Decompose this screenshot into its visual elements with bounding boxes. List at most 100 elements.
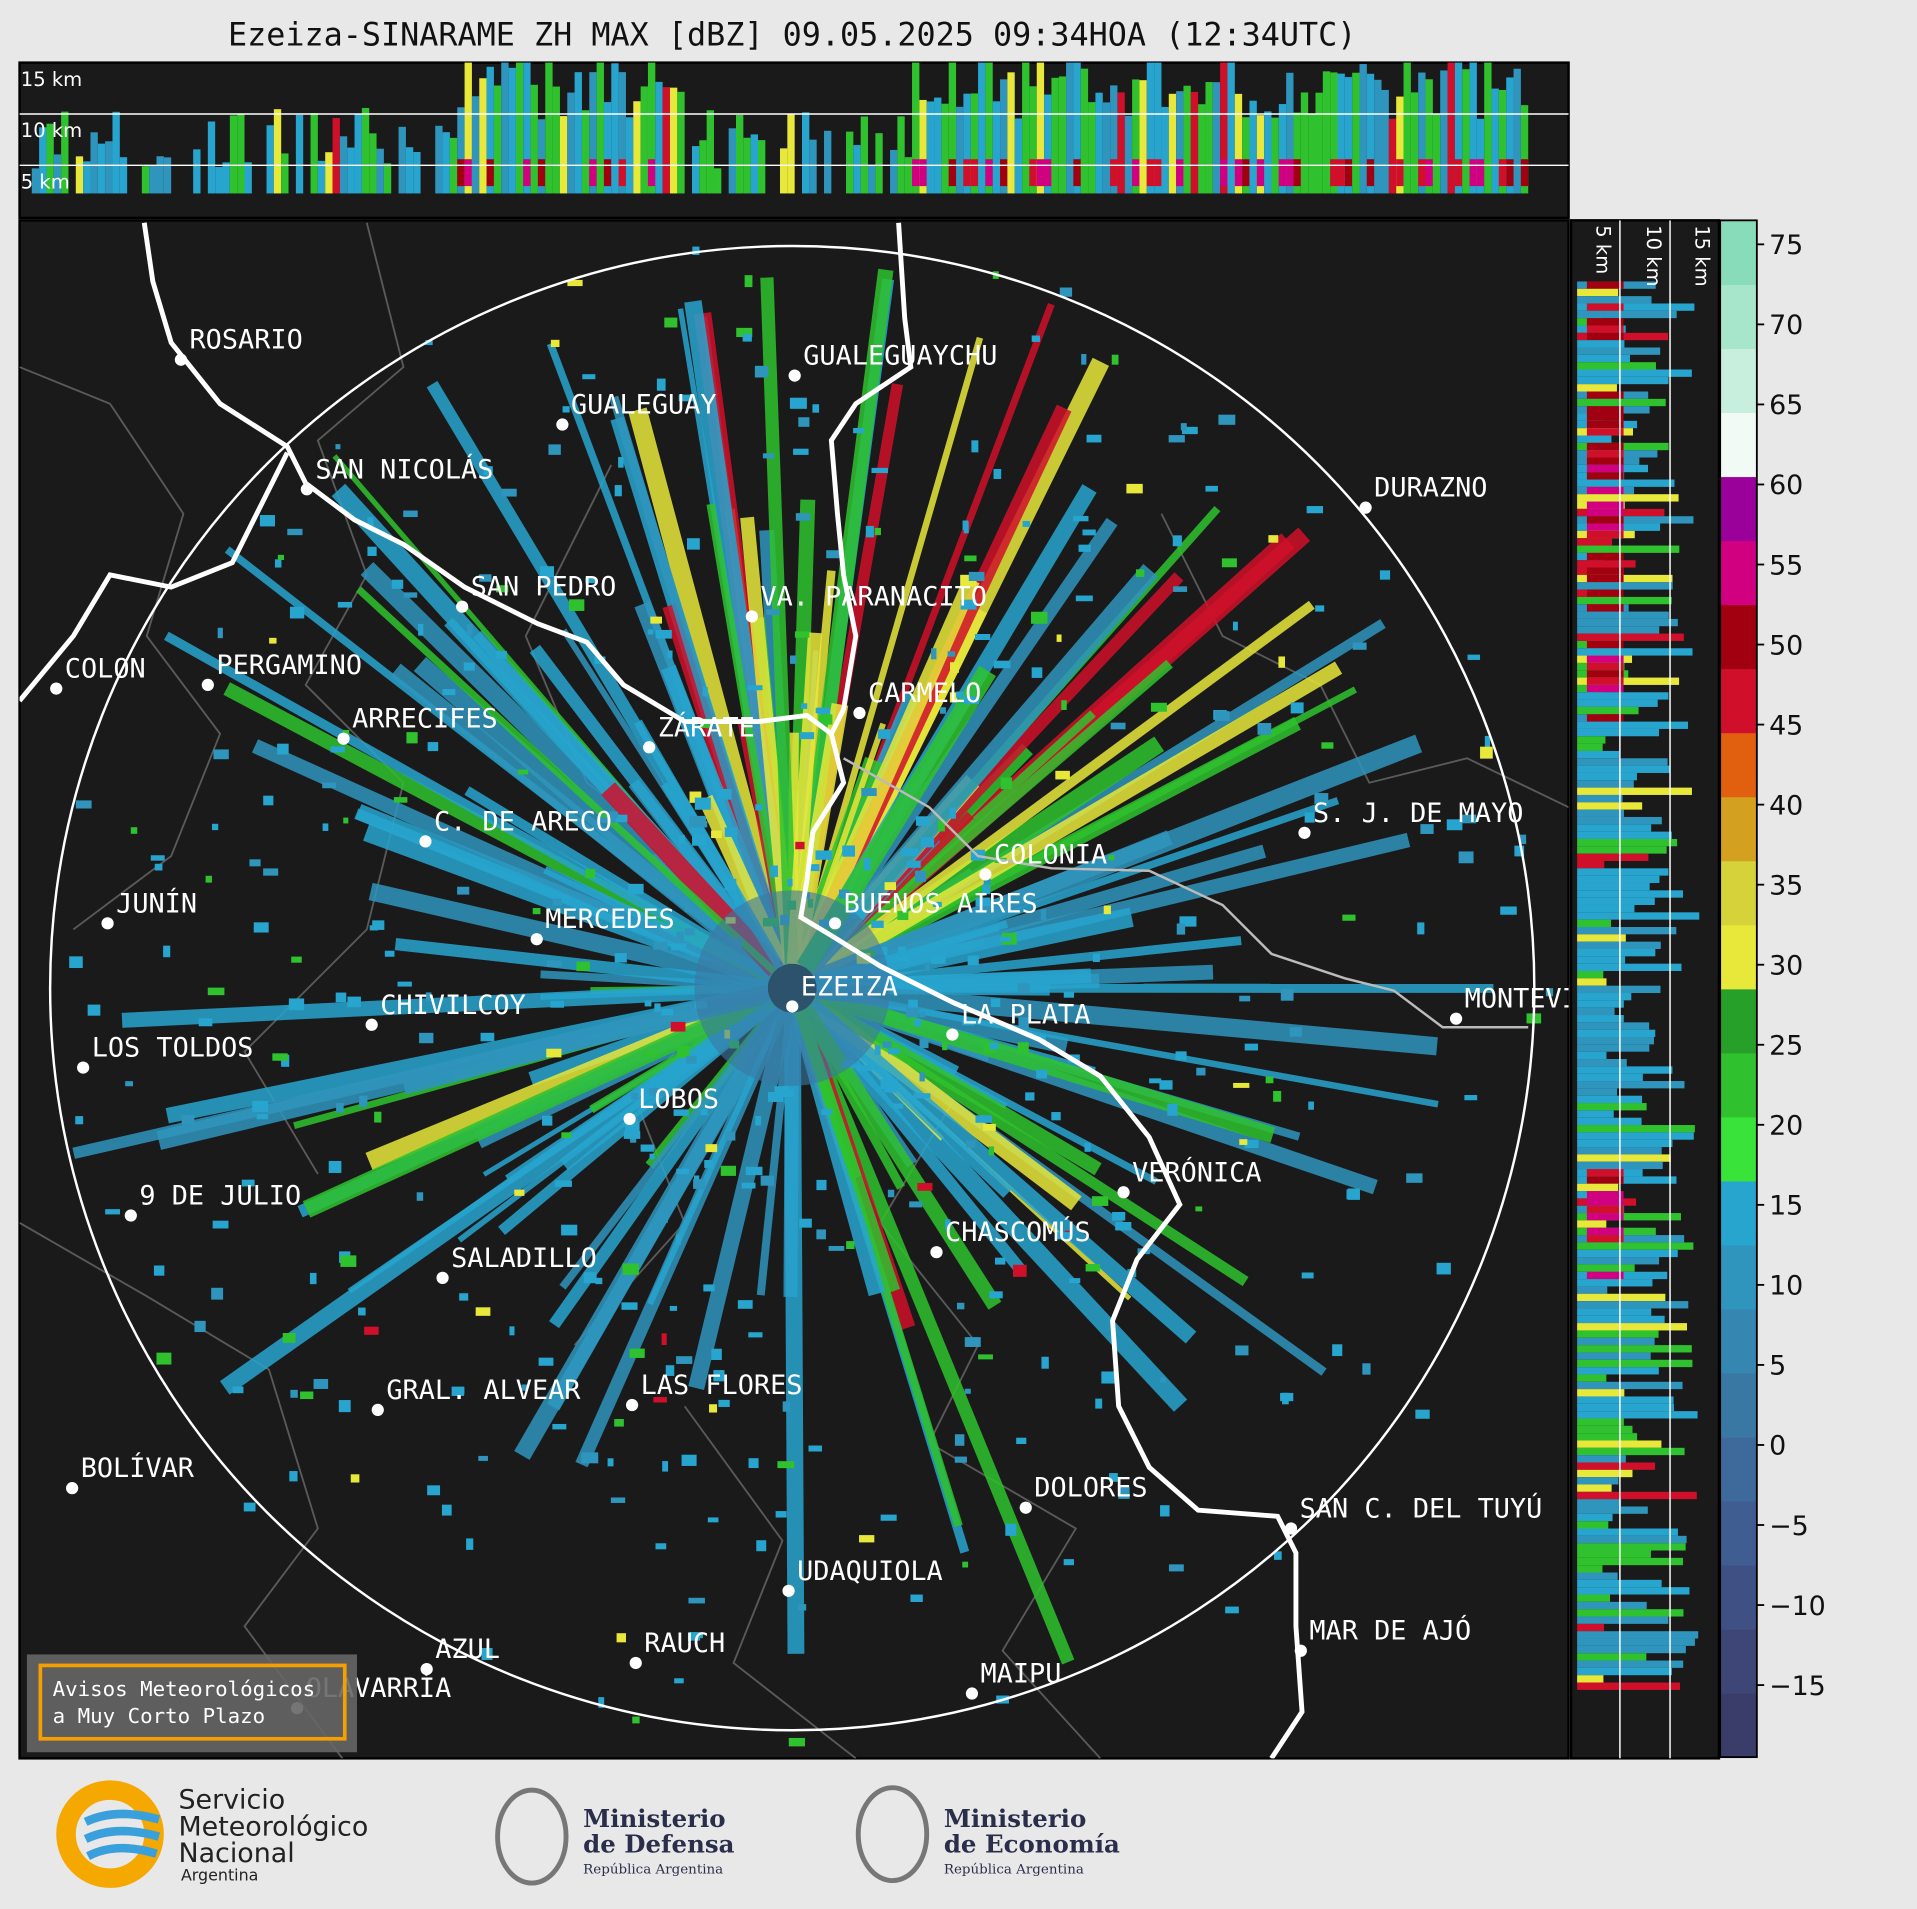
echo-cell (274, 559, 282, 568)
profile-echo (1051, 77, 1059, 194)
profile-core (1242, 159, 1250, 187)
coastline (828, 222, 914, 735)
echo-ray (609, 395, 790, 967)
echo-cell (627, 883, 644, 895)
echo-ray (760, 277, 798, 964)
profile-echo (1212, 82, 1221, 194)
profile-echo (904, 157, 913, 194)
profile-echo (1577, 956, 1626, 964)
profile-echo (1577, 1029, 1656, 1038)
city-label: SAN PEDRO (471, 572, 617, 603)
echo-cell (1464, 1095, 1478, 1101)
echo-cell (550, 339, 560, 348)
echo-cell (828, 1245, 845, 1251)
echo-cell (568, 599, 585, 611)
echo-cell (949, 692, 958, 703)
profile-echo (1577, 303, 1695, 311)
echo-cell (1168, 1564, 1184, 1572)
echo-cell (676, 931, 684, 940)
colorbar-tick-label: 75 (1769, 230, 1803, 261)
echo-cell (689, 1632, 703, 1639)
profile-echo (1577, 1257, 1660, 1265)
profile-echo (1080, 68, 1089, 194)
profile-echo (1425, 79, 1433, 194)
echo-cell (884, 1083, 897, 1093)
profile-echo (1577, 1389, 1625, 1397)
echo-cell (674, 1678, 684, 1684)
echo-cell (480, 1032, 495, 1042)
city-dot (1359, 501, 1372, 514)
echo-cell (838, 889, 850, 899)
profile-core (1586, 1205, 1624, 1214)
echo-cell (1301, 1272, 1314, 1279)
echo-cell (661, 1333, 667, 1346)
profile-echo (493, 85, 502, 194)
echo-cell (669, 1305, 678, 1311)
echo-cell (689, 791, 702, 803)
profile-echo (523, 62, 531, 194)
echo-cell (1112, 1211, 1126, 1221)
profile-echo (567, 92, 575, 194)
ministry-text: República Argentina (944, 1862, 1084, 1877)
profile-core (963, 159, 971, 187)
echo-cell (1040, 909, 1047, 921)
profile-echo (1577, 1279, 1653, 1287)
profile-core (1506, 159, 1514, 187)
profile-echo (1577, 1220, 1607, 1228)
echo-cell (194, 1320, 206, 1333)
echo-cell (686, 538, 700, 550)
profile-echo (1577, 875, 1660, 883)
profile-echo (1577, 912, 1700, 920)
city-dot (1117, 1186, 1130, 1199)
echo-cell (1417, 922, 1425, 935)
profile-echo (1577, 1125, 1695, 1133)
echo-cell (289, 606, 305, 619)
echo-cell (1091, 1196, 1109, 1206)
echo-cell (968, 571, 985, 581)
profile-core (1586, 281, 1624, 289)
profile-core (1586, 1191, 1624, 1199)
echo-cell (812, 404, 820, 413)
profile-echo (1577, 516, 1694, 524)
echo-cell (910, 1594, 923, 1602)
echo-cell (1225, 1606, 1239, 1614)
colorbar-band (1720, 348, 1757, 414)
colorbar-tick-label: 10 (1769, 1271, 1803, 1302)
echo-cell (821, 1109, 833, 1115)
echo-cell (277, 743, 289, 755)
profile-core (1176, 159, 1184, 187)
echo-cell (330, 746, 345, 753)
height-label: 10 km (1642, 225, 1665, 286)
profile-echo (1577, 1286, 1608, 1294)
profile-echo (787, 113, 795, 194)
profile-echo (1577, 1543, 1686, 1551)
echo-cell (846, 1241, 855, 1250)
city-dot (979, 868, 992, 881)
profile-echo (1577, 1037, 1654, 1045)
echo-cell (655, 1543, 667, 1550)
echo-cell (212, 1220, 229, 1229)
echo-cell (335, 444, 341, 450)
echo-cell (694, 1175, 700, 1182)
echo-ray (783, 1012, 805, 1654)
echo-cell (631, 1092, 638, 1100)
echo-cell (884, 882, 897, 891)
echo-cell (372, 920, 385, 930)
echo-cell (583, 1272, 597, 1284)
echo-cell (744, 275, 753, 288)
profile-echo (156, 156, 164, 194)
colorbar-tick-label: 20 (1769, 1111, 1803, 1142)
city-label: CHASCOMÚS (945, 1216, 1091, 1248)
echo-cell (483, 466, 493, 476)
echo-ray (514, 1004, 788, 1460)
echo-cell (655, 629, 672, 639)
echo-cell (787, 878, 793, 887)
echo-cell (1055, 770, 1070, 780)
colorbar-band (1720, 1372, 1757, 1438)
echo-cell (1205, 485, 1218, 492)
profile-core (1586, 413, 1624, 421)
profile-echo (596, 62, 604, 194)
echo-cell (988, 1146, 995, 1156)
profile-echo (1462, 69, 1470, 194)
profile-core (1586, 670, 1624, 678)
